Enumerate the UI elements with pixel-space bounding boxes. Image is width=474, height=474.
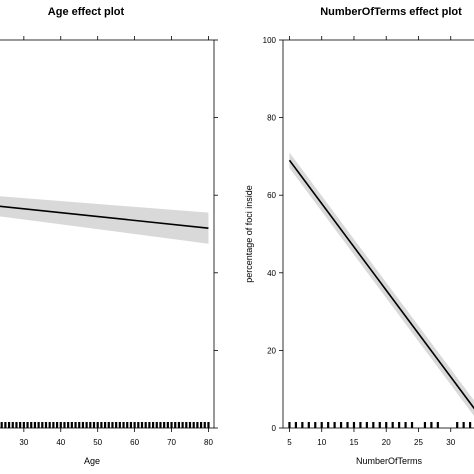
panel-title: Age effect plot — [48, 6, 125, 18]
x-tick-label: 30 — [446, 438, 455, 447]
y-tick-label: 60 — [267, 191, 276, 200]
plot-area — [0, 196, 210, 428]
x-tick-label: 10 — [317, 438, 326, 447]
age-effect-panel: Age effect plot 30 40 50 60 70 80 Age — [0, 6, 218, 466]
y-tick-label: 0 — [272, 424, 277, 433]
y-axis-label: percentage of foci inside — [244, 185, 254, 283]
x-tick-label: 5 — [287, 438, 292, 447]
y-tick-label: 40 — [267, 269, 276, 278]
confidence-band — [0, 196, 209, 244]
x-tick-label: 70 — [167, 438, 176, 447]
panel-title: NumberOfTerms effect plot — [320, 6, 462, 18]
x-tick-label: 80 — [204, 438, 213, 447]
plot-frame — [282, 39, 474, 429]
y-tick-label: 100 — [263, 36, 277, 45]
numberofterms-effect-panel: NumberOfTerms effect plot 0 20 40 60 80 100 5 1… — [244, 6, 474, 466]
fit-line — [288, 159, 474, 410]
x-tick-label: 30 — [19, 438, 28, 447]
plot-area — [288, 152, 474, 428]
x-tick-label: 40 — [56, 438, 65, 447]
x-tick-label: 50 — [93, 438, 102, 447]
y-tick-label: 20 — [267, 346, 276, 355]
x-tick-label: 15 — [350, 438, 359, 447]
fit-line — [0, 205, 209, 229]
x-tick-label: 20 — [382, 438, 391, 447]
confidence-band — [289, 152, 474, 416]
x-axis-label: Age — [84, 456, 100, 466]
y-tick-label: 80 — [267, 114, 276, 123]
x-axis-label: NumberOfTerms — [356, 456, 423, 466]
x-tick-label: 25 — [414, 438, 423, 447]
x-tick-label: 60 — [130, 438, 139, 447]
